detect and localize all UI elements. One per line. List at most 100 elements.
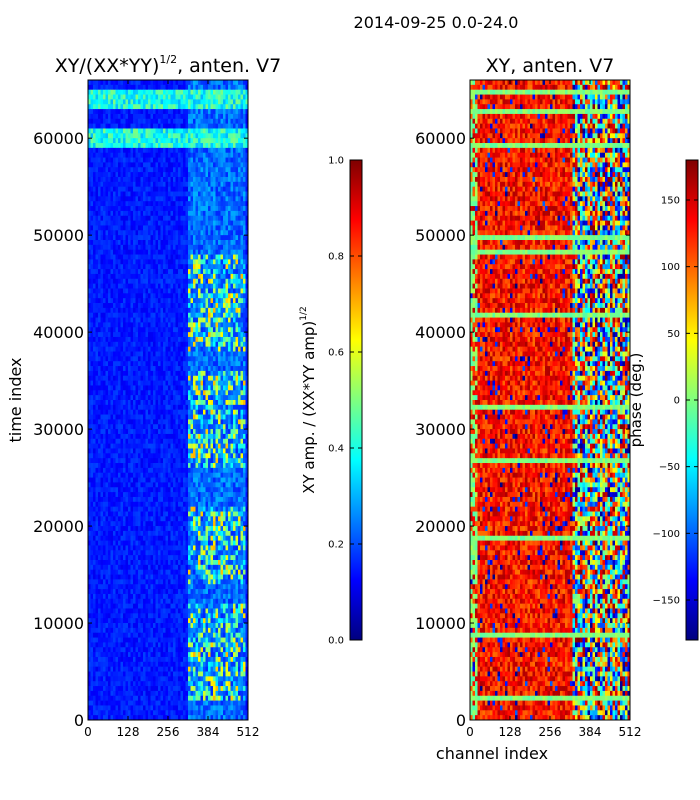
left-heatmap-cell bbox=[148, 250, 151, 255]
left-heatmap-cell bbox=[191, 90, 194, 95]
left-heatmap-cell bbox=[211, 148, 214, 153]
left-heatmap-cell bbox=[93, 230, 96, 235]
left-heatmap-cell bbox=[183, 250, 186, 255]
left-heatmap-cell bbox=[186, 104, 189, 109]
left-heatmap-cell bbox=[178, 235, 181, 240]
left-heatmap-cell bbox=[186, 162, 189, 167]
left-heatmap-cell bbox=[128, 153, 131, 158]
left-heatmap-cell bbox=[153, 158, 156, 163]
left-heatmap-cell bbox=[206, 124, 209, 129]
left-heatmap-cell bbox=[181, 201, 184, 206]
left-heatmap-cell bbox=[218, 167, 221, 172]
left-heatmap-cell bbox=[118, 167, 121, 172]
left-heatmap-cell bbox=[128, 255, 131, 260]
left-heatmap-cell bbox=[211, 250, 214, 255]
left-heatmap-cell bbox=[223, 119, 226, 124]
left-heatmap-cell bbox=[178, 95, 181, 100]
left-heatmap-cell bbox=[198, 196, 201, 201]
left-heatmap-cell bbox=[106, 167, 109, 172]
left-heatmap-cell bbox=[208, 269, 211, 274]
left-heatmap-cell bbox=[183, 269, 186, 274]
left-heatmap-cell bbox=[136, 177, 139, 182]
left-heatmap-cell bbox=[191, 158, 194, 163]
left-heatmap-cell bbox=[213, 201, 216, 206]
left-heatmap-cell bbox=[238, 172, 241, 177]
left-heatmap-cell bbox=[96, 192, 99, 197]
left-heatmap-cell bbox=[178, 85, 181, 90]
left-heatmap-cell bbox=[111, 196, 114, 201]
left-heatmap-cell bbox=[148, 201, 151, 206]
left-heatmap-cell bbox=[213, 230, 216, 235]
left-heatmap-cell bbox=[126, 128, 129, 133]
left-heatmap-cell bbox=[133, 206, 136, 211]
left-heatmap-cell bbox=[233, 216, 236, 221]
left-heatmap-cell bbox=[196, 264, 199, 269]
left-heatmap-cell bbox=[91, 201, 94, 206]
left-heatmap-cell bbox=[136, 250, 139, 255]
left-heatmap-cell bbox=[136, 230, 139, 235]
left-heatmap-cell bbox=[166, 124, 169, 129]
left-heatmap-cell bbox=[211, 274, 214, 279]
left-heatmap-cell bbox=[226, 148, 229, 153]
left-heatmap-cell bbox=[101, 216, 104, 221]
left-heatmap-cell bbox=[153, 95, 156, 100]
left-heatmap-cell bbox=[151, 235, 154, 240]
left-heatmap-cell bbox=[193, 240, 196, 245]
left-heatmap-cell bbox=[96, 187, 99, 192]
left-heatmap-cell bbox=[136, 264, 139, 269]
left-heatmap-cell bbox=[148, 206, 151, 211]
left-heatmap-cell bbox=[208, 196, 211, 201]
left-heatmap-cell bbox=[161, 216, 164, 221]
left-heatmap-cell bbox=[178, 225, 181, 230]
left-heatmap-cell bbox=[166, 196, 169, 201]
left-heatmap-cell bbox=[191, 225, 194, 230]
left-heatmap-cell bbox=[203, 187, 206, 192]
left-heatmap-cell bbox=[221, 95, 224, 100]
left-heatmap-cell bbox=[126, 153, 129, 158]
left-heatmap-cell bbox=[198, 138, 201, 143]
left-heatmap-cell bbox=[213, 206, 216, 211]
left-heatmap-cell bbox=[151, 230, 154, 235]
left-heatmap-cell bbox=[126, 240, 129, 245]
left-heatmap-cell bbox=[123, 269, 126, 274]
left-heatmap-cell bbox=[193, 225, 196, 230]
left-heatmap-cell bbox=[243, 182, 246, 187]
left-heatmap-cell bbox=[128, 158, 131, 163]
left-heatmap-cell bbox=[193, 85, 196, 90]
left-heatmap-cell bbox=[101, 172, 104, 177]
left-heatmap-cell bbox=[166, 225, 169, 230]
left-heatmap-cell bbox=[108, 216, 111, 221]
left-heatmap-cell bbox=[108, 162, 111, 167]
left-heatmap-cell bbox=[191, 274, 194, 279]
left-heatmap-cell bbox=[153, 196, 156, 201]
left-heatmap-cell bbox=[111, 216, 114, 221]
left-heatmap-cell bbox=[213, 167, 216, 172]
left-heatmap-cell bbox=[108, 230, 111, 235]
left-heatmap-cell bbox=[203, 124, 206, 129]
left-heatmap-cell bbox=[128, 216, 131, 221]
left-heatmap-cell bbox=[146, 211, 149, 216]
left-heatmap-cell bbox=[226, 245, 229, 250]
left-heatmap-cell bbox=[91, 255, 94, 260]
left-heatmap-cell bbox=[243, 143, 246, 148]
left-heatmap-cell bbox=[213, 250, 216, 255]
left-heatmap-cell bbox=[166, 85, 169, 90]
left-heatmap-cell bbox=[223, 206, 226, 211]
left-heatmap-cell bbox=[181, 206, 184, 211]
left-heatmap-cell bbox=[188, 255, 191, 260]
left-heatmap-cell bbox=[136, 240, 139, 245]
left-heatmap-cell bbox=[221, 167, 224, 172]
left-heatmap-cell bbox=[236, 90, 239, 95]
left-heatmap-cell bbox=[161, 255, 164, 260]
left-heatmap-cell bbox=[93, 124, 96, 129]
left-heatmap-cell bbox=[236, 221, 239, 226]
left-heatmap-cell bbox=[163, 172, 166, 177]
left-heatmap-cell bbox=[186, 225, 189, 230]
left-heatmap-cell bbox=[238, 95, 241, 100]
left-heatmap-cell bbox=[161, 119, 164, 124]
left-heatmap-cell bbox=[156, 85, 159, 90]
left-heatmap-cell bbox=[156, 128, 159, 133]
left-heatmap-cell bbox=[136, 225, 139, 230]
left-heatmap-cell bbox=[231, 143, 234, 148]
left-heatmap-cell bbox=[96, 138, 99, 143]
